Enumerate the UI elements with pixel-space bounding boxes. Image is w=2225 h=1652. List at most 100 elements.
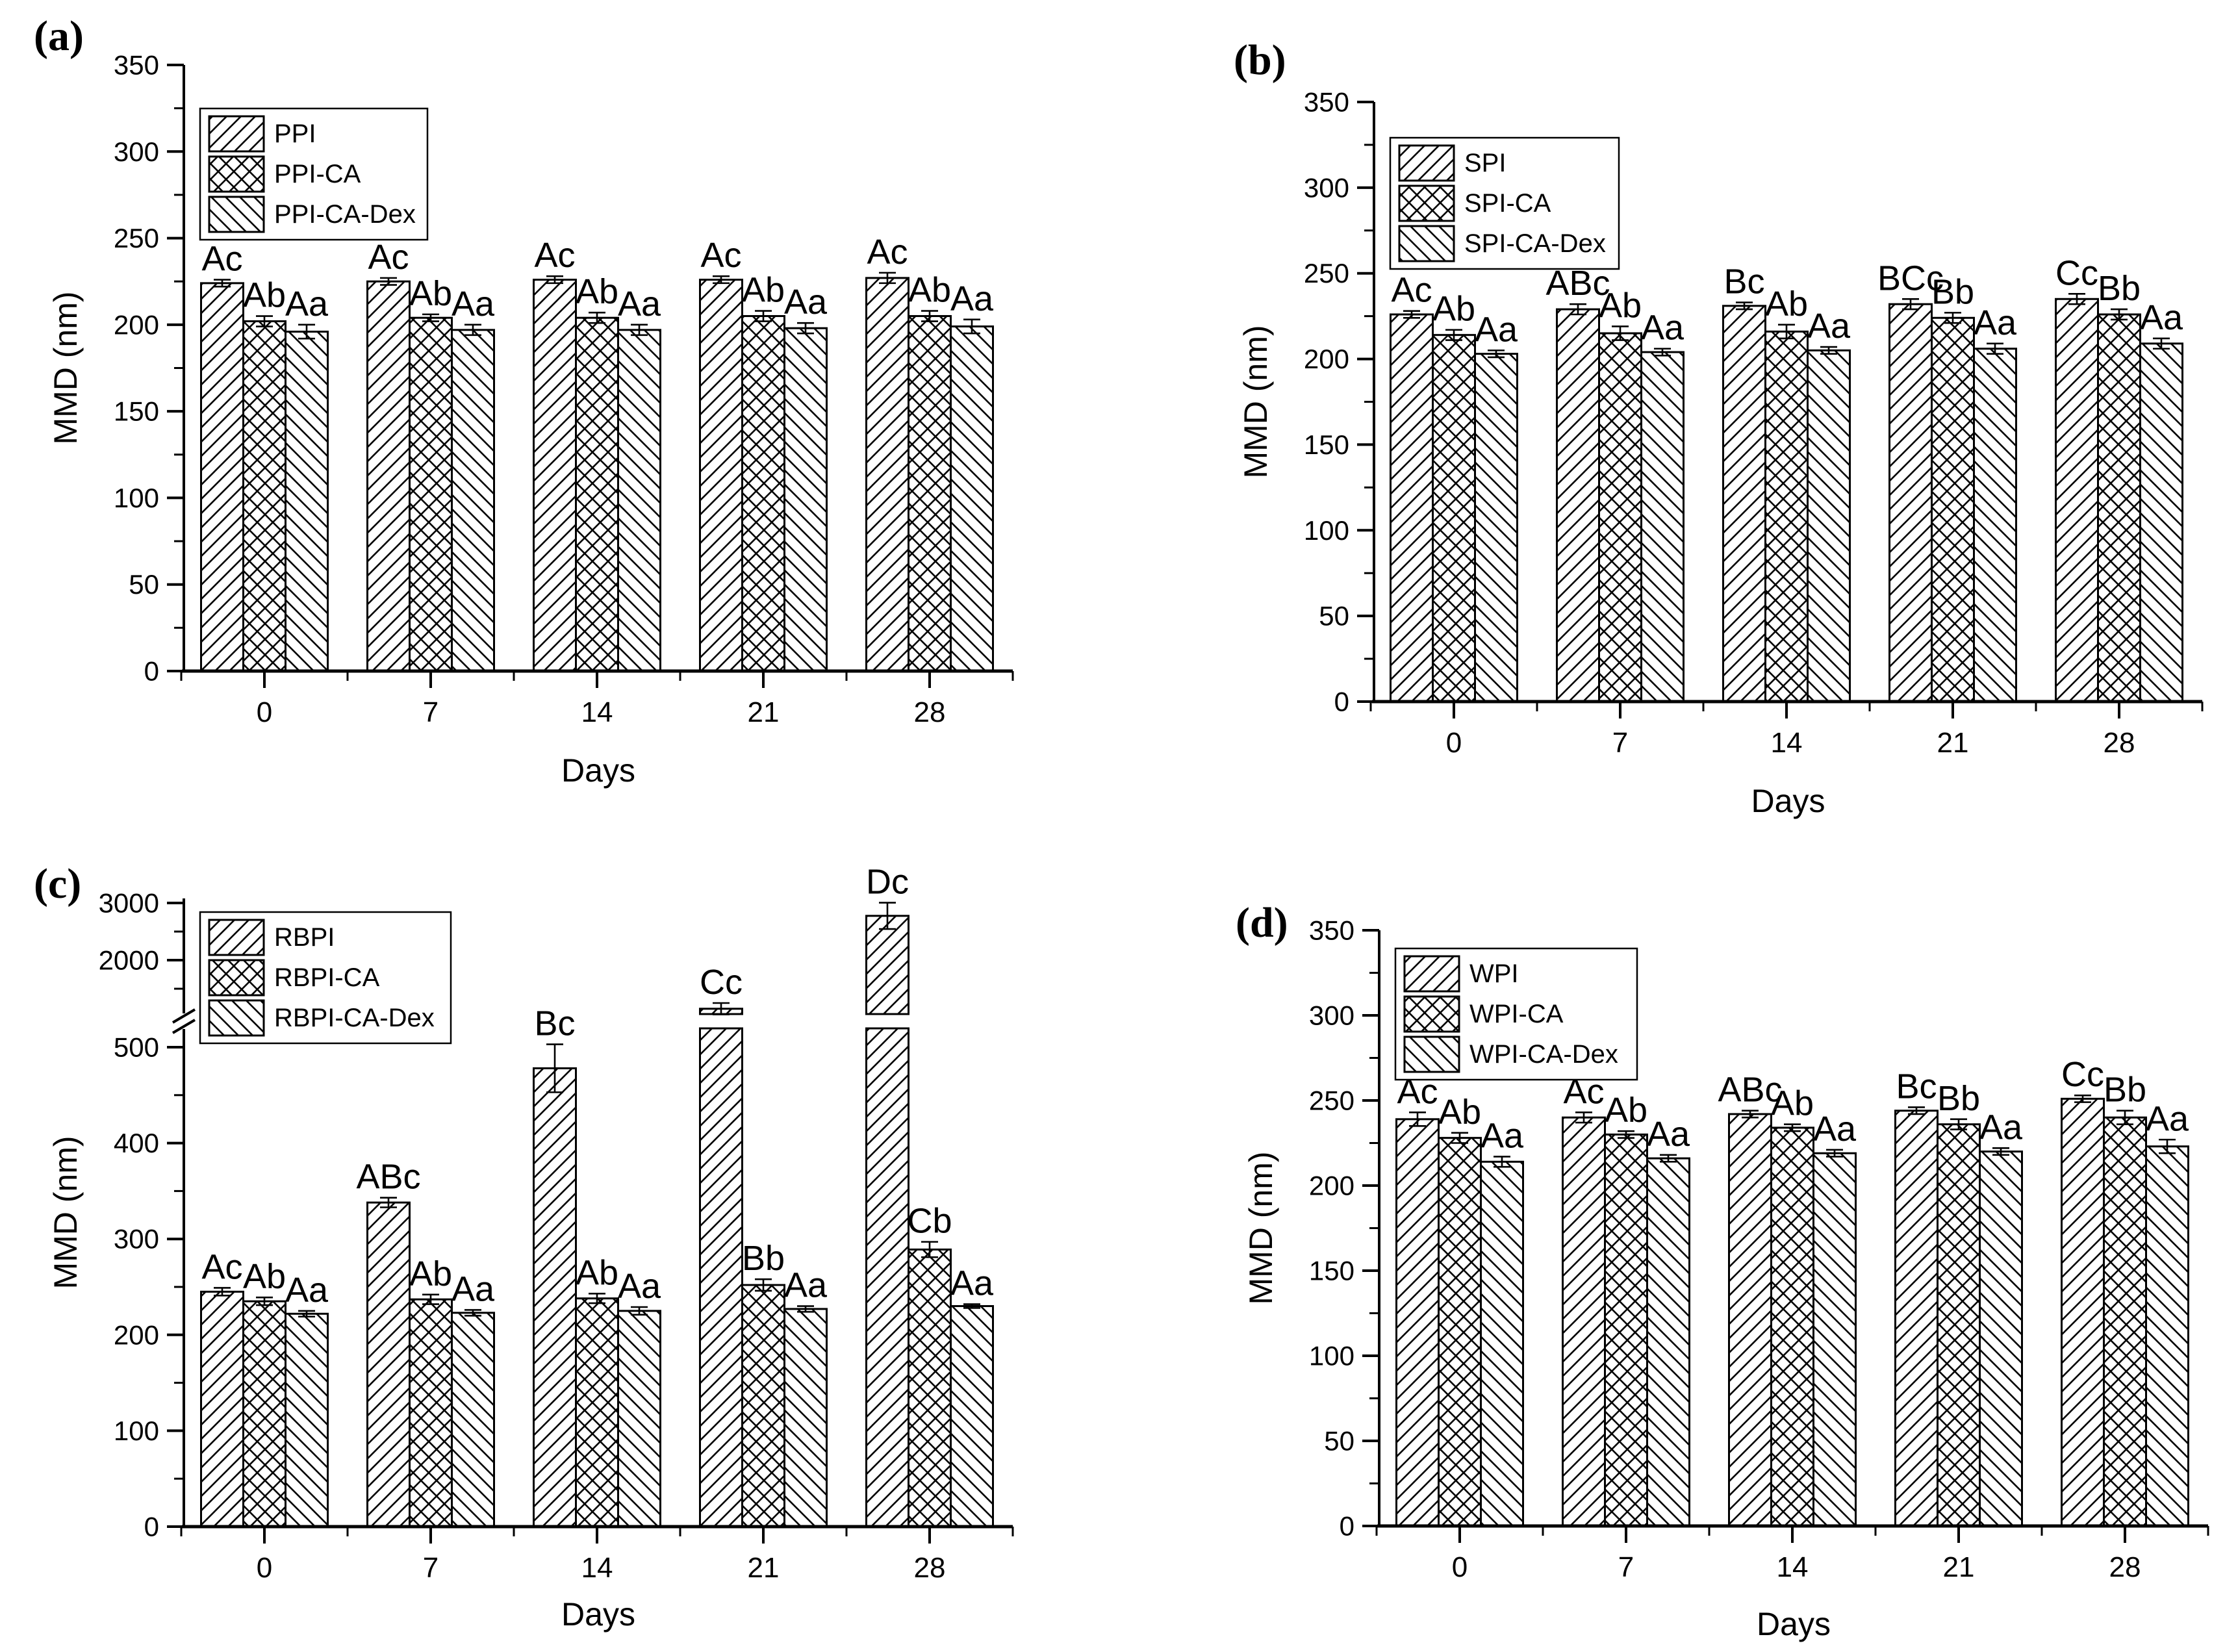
error-bar	[963, 318, 980, 335]
sig-label: Aa	[950, 279, 994, 318]
legend-label: PPI-CA-Dex	[274, 200, 416, 229]
sig-label: Ab	[576, 1253, 618, 1292]
bars	[1395, 1097, 2189, 1527]
bar	[617, 329, 661, 672]
error-bar	[1826, 1149, 1843, 1158]
error-bar	[1488, 349, 1505, 359]
bar	[409, 1298, 453, 1528]
bar-segment-lower	[699, 1027, 743, 1528]
error-bar	[1908, 1106, 1925, 1115]
error-bar	[2111, 308, 2128, 321]
axes: 0 50 100 150 200 250 300 350 0 7 14 21 28	[1304, 87, 2204, 759]
sig-label: Aa	[2146, 1099, 2189, 1138]
y-tick-label: 150	[1309, 1256, 1354, 1286]
y-tick-label: 350	[1304, 87, 1349, 118]
y-tick-label: 50	[1324, 1426, 1354, 1456]
sig-label: Ac	[700, 236, 741, 275]
error-bar	[631, 1306, 648, 1316]
bar	[1395, 1118, 1440, 1527]
sig-label: Ab	[742, 271, 785, 310]
panel-c-label: (c)	[34, 860, 82, 908]
error-bars	[214, 272, 980, 340]
error-bar	[879, 272, 896, 285]
sig-label: ABc	[1545, 264, 1610, 303]
bar	[865, 277, 909, 672]
error-bar	[256, 1296, 273, 1306]
x-tick-label: 21	[748, 696, 780, 728]
legend-swatch	[208, 999, 265, 1037]
y-tick-label: 300	[1309, 1000, 1354, 1031]
sig-label: Dc	[866, 863, 909, 902]
bar	[366, 280, 411, 672]
x-tick-label: 14	[1777, 1551, 1809, 1583]
legend: RBPI RBPI-CA RBPI-CA-Dex	[199, 911, 452, 1045]
bar	[741, 1284, 785, 1528]
legend-label: WPI-CA	[1469, 1000, 1564, 1028]
bar	[1598, 332, 1642, 703]
x-tick-label: 14	[581, 1552, 613, 1584]
x-axis-title: Days	[561, 752, 635, 789]
sig-label: Ac	[368, 238, 409, 277]
bars	[200, 915, 994, 1528]
y-tick-label: 200	[114, 309, 159, 340]
sig-label: Bb	[742, 1239, 785, 1278]
y-tick-label: 150	[114, 396, 159, 427]
error-bar	[546, 1043, 563, 1093]
significance-labels: Ac ABc Bc Cc Dc Ab Ab Ab Bb Cb Aa Aa Aa Aa Aa	[201, 863, 994, 1310]
error-bar	[1445, 329, 1462, 341]
sig-label: Ac	[534, 236, 575, 275]
legend-label: PPI	[274, 120, 316, 148]
x-tick-label: 21	[1937, 727, 1969, 759]
panel-d: (d) Ac Ac ABc Bc Cc Ab Ab Ab Bb Bb Aa Aa Aa Aa Aa 0 50 10…	[1113, 826, 2225, 1652]
sig-label: Cc	[2061, 1055, 2104, 1094]
sig-label: Ac	[867, 233, 908, 272]
y-tick-label: 400	[114, 1128, 159, 1158]
sig-label: Bb	[2098, 269, 2141, 308]
sig-label: Aa	[2140, 298, 2183, 337]
x-tick-label: 14	[581, 696, 613, 728]
bar	[1474, 353, 1518, 703]
sig-label: Aa	[1813, 1110, 1857, 1149]
sig-label: Cb	[907, 1202, 952, 1241]
bar	[200, 282, 244, 672]
bar	[1646, 1157, 1690, 1527]
y-tick-label: 250	[1309, 1086, 1354, 1116]
sig-label: Aa	[285, 285, 329, 324]
x-tick-label: 28	[914, 696, 946, 728]
y-tick-label: 200	[1304, 344, 1349, 374]
legend-swatch	[1398, 144, 1455, 182]
bar	[2061, 1097, 2105, 1527]
bar	[409, 316, 453, 672]
x-axis-title: Days	[1751, 783, 1825, 819]
bar	[1931, 316, 1975, 703]
bar	[617, 1310, 661, 1528]
bar	[908, 315, 952, 672]
sig-label: Aa	[784, 1266, 828, 1305]
sig-label: Aa	[285, 1271, 329, 1310]
bar	[1480, 1160, 1524, 1527]
bar	[1764, 330, 1809, 703]
bar	[1770, 1126, 1814, 1527]
error-bar	[298, 1310, 315, 1318]
error-bar	[1612, 325, 1629, 341]
y-axis-title: MMD (nm)	[1238, 325, 1274, 478]
x-tick-label: 0	[1446, 727, 1462, 759]
error-bars	[1403, 293, 2170, 359]
bar	[1604, 1133, 1648, 1527]
sig-label: Ab	[409, 274, 452, 313]
bar	[783, 1308, 828, 1528]
y-tick-label: 250	[1304, 258, 1349, 288]
sig-label: Ab	[908, 271, 951, 310]
sig-label: Aa	[784, 283, 828, 322]
bar	[200, 1290, 244, 1528]
error-bar	[464, 324, 481, 337]
legend-swatch	[1403, 955, 1460, 993]
error-bar	[2074, 1094, 2091, 1103]
y-tick-label: 300	[114, 136, 159, 167]
error-bar	[1902, 298, 1919, 311]
error-bar	[1820, 346, 1837, 355]
error-bar	[589, 1293, 605, 1304]
bar	[1438, 1137, 1482, 1527]
y-tick-label: 0	[1334, 687, 1349, 717]
